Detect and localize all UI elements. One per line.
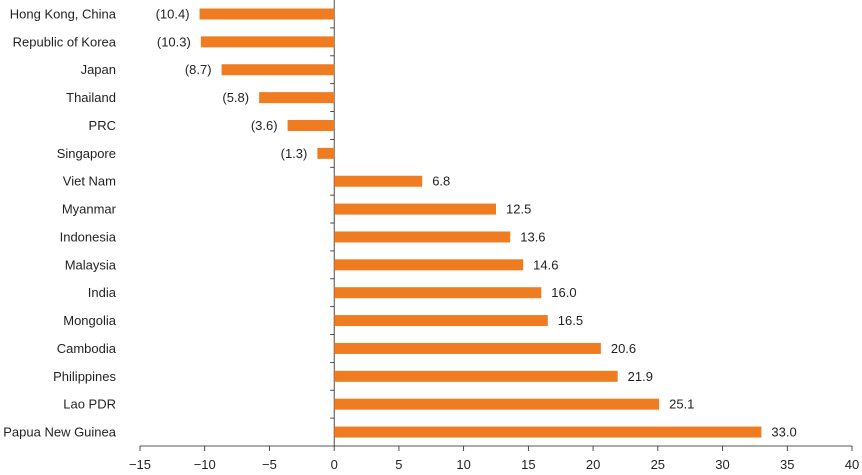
bar [334,259,524,271]
category-label: Republic of Korea [13,34,117,49]
x-tick-label: 20 [586,457,600,472]
bar [334,426,762,438]
category-label: Mongolia [63,313,117,328]
chart-bars [199,8,762,438]
bar [334,315,548,327]
x-tick-label: 15 [521,457,535,472]
value-label: (10.4) [156,7,190,22]
value-label: (3.6) [251,118,278,133]
category-label: Indonesia [60,229,117,244]
x-tick-label: −10 [194,457,216,472]
bar [199,8,335,20]
chart-labels: −15 −10 −5 0 5 10 15 20 25 30 35 40 Hong Kong, China… [3,7,859,473]
value-label: 6.8 [432,174,450,189]
x-tick-label: 35 [780,457,794,472]
x-tick-label: −5 [262,457,277,472]
bar [259,92,335,104]
category-label: Viet Nam [63,174,116,189]
value-label: 20.6 [611,341,636,356]
value-label: (5.8) [222,90,249,105]
value-label: 13.6 [520,229,545,244]
bar [317,147,335,159]
category-label: Japan [81,62,116,77]
bar [221,64,335,76]
x-tick-label: −15 [129,457,151,472]
category-label: India [88,285,117,300]
bar [334,203,496,215]
bar [334,231,511,243]
value-label: 16.5 [558,313,583,328]
value-label: (1.3) [281,146,308,161]
bar [334,175,423,187]
value-label: 14.6 [533,257,558,272]
x-tick-label: 5 [395,457,402,472]
value-label: 25.1 [669,397,694,412]
category-label: Singapore [57,146,116,161]
value-label: 16.0 [551,285,576,300]
x-tick-label: 25 [651,457,665,472]
value-label: 21.9 [628,369,653,384]
value-label: 33.0 [771,425,796,440]
bar [334,342,601,354]
category-label: Cambodia [57,341,117,356]
category-label: Papua New Guinea [3,425,117,440]
value-label: (10.3) [157,34,191,49]
x-tick-label: 10 [456,457,470,472]
category-label: Lao PDR [63,397,116,412]
bar [200,36,335,48]
category-label: Thailand [66,90,116,105]
category-label: Philippines [53,369,116,384]
x-tick-label: 40 [845,457,859,472]
bar [334,398,660,410]
x-tick-label: 0 [331,457,338,472]
bar [287,119,335,131]
category-label: Myanmar [62,202,117,217]
category-label: Malaysia [65,257,117,272]
value-label: 12.5 [506,202,531,217]
bar [334,287,542,299]
category-label: PRC [89,118,116,133]
x-tick-label: 30 [715,457,729,472]
value-label: (8.7) [185,62,212,77]
bar [334,370,618,382]
category-label: Hong Kong, China [10,7,117,22]
